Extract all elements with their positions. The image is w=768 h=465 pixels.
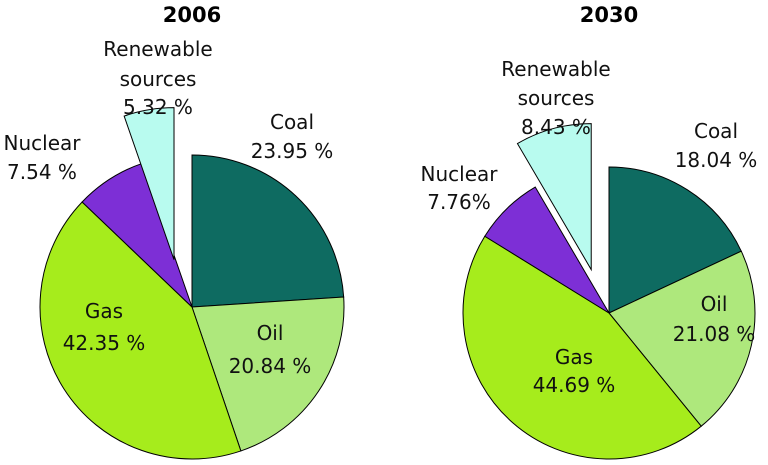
slice-gas: [462, 235, 702, 460]
slice-label-text: Coal: [694, 119, 738, 143]
slice-label-text: Oil: [701, 292, 728, 316]
slice-value-text: 21.08 %: [673, 322, 756, 346]
slice-value-text: 44.69 %: [533, 373, 616, 397]
slice-coal: [608, 166, 742, 314]
slice-label-text: sources: [518, 86, 595, 110]
data-label-oil: Oil 20.84 %: [229, 321, 312, 378]
data-label-renewable-sources: Renewable sources 8.43 %: [501, 57, 610, 139]
slice-value-text: 23.95 %: [251, 139, 334, 163]
slice-label-text: Renewable: [501, 57, 610, 81]
slice-value-text: 7.76%: [427, 190, 491, 214]
data-label-nuclear: Nuclear 7.76%: [421, 162, 499, 214]
slice-label-text: Gas: [85, 299, 123, 323]
slice-value-text: 8.43 %: [521, 115, 591, 139]
slice-label-text: Coal: [270, 110, 314, 134]
data-label-gas: Gas 44.69 %: [533, 345, 616, 397]
slice-label-text: Renewable: [103, 37, 212, 61]
slice-value-text: 5.32 %: [123, 95, 193, 119]
slice-renewable-sources: [516, 123, 592, 272]
chart-title: 2030: [580, 3, 638, 27]
data-label-coal: Coal 23.95 %: [251, 110, 334, 163]
chart-title: 2006: [163, 3, 221, 27]
slice-renewable-sources: [123, 107, 175, 260]
slice-value-text: 7.54 %: [7, 160, 77, 184]
slice-value-text: 18.04 %: [675, 148, 758, 172]
slice-coal: [191, 154, 345, 308]
data-label-gas: Gas 42.35 %: [63, 299, 146, 355]
slice-oil: [608, 250, 756, 427]
slice-value-text: 42.35 %: [63, 331, 146, 355]
slice-oil: [191, 296, 345, 452]
slice-label-text: Oil: [257, 321, 284, 345]
slice-gas: [39, 201, 242, 460]
slice-label-text: Nuclear: [4, 131, 82, 155]
slice-nuclear: [484, 186, 610, 314]
slice-label-text: Gas: [555, 345, 593, 369]
slice-label-text: Nuclear: [421, 162, 499, 186]
slice-label-text: sources: [120, 67, 197, 91]
data-label-oil: Oil 21.08 %: [673, 292, 756, 346]
pie-chart-2030: 2030 Coal 18.04 % Oil 21.08 % Gas 44.69 % Nucle…: [421, 3, 758, 460]
slice-value-text: 20.84 %: [229, 354, 312, 378]
data-label-nuclear: Nuclear 7.54 %: [4, 131, 82, 184]
data-label-coal: Coal 18.04 %: [675, 119, 758, 172]
data-label-renewable-sources: Renewable sources 5.32 %: [103, 37, 212, 119]
pie-chart-2006: 2006 Coal 23.95 % Oil 20.84 % Gas 42.35 % Nucle…: [4, 3, 345, 460]
